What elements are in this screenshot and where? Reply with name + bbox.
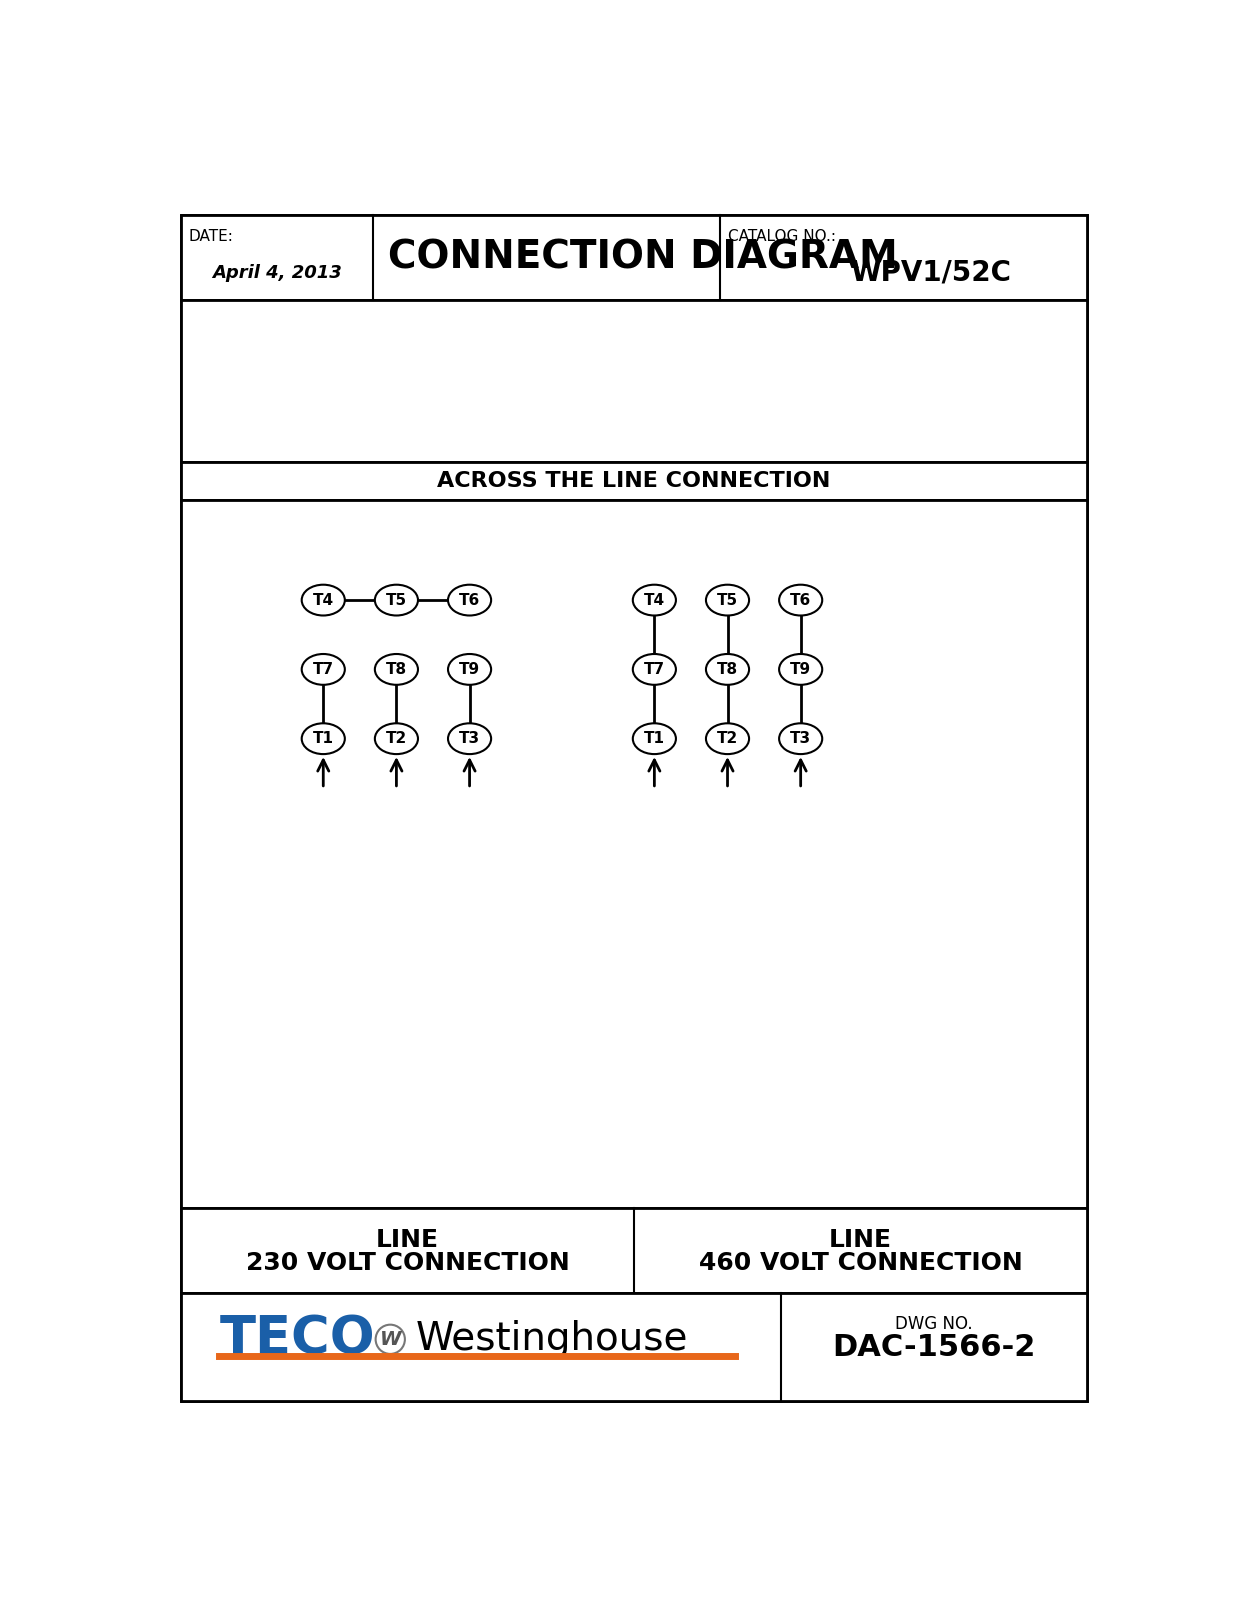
Text: DATE:: DATE:	[188, 229, 234, 243]
Text: T4: T4	[643, 592, 666, 608]
FancyBboxPatch shape	[181, 461, 1087, 499]
Text: T2: T2	[717, 731, 738, 746]
FancyBboxPatch shape	[181, 214, 1087, 1402]
Text: T7: T7	[643, 662, 666, 677]
Text: T8: T8	[717, 662, 738, 677]
Ellipse shape	[706, 723, 750, 754]
Ellipse shape	[779, 654, 823, 685]
Text: T1: T1	[644, 731, 664, 746]
Ellipse shape	[633, 584, 675, 616]
Text: CATALOG NO.:: CATALOG NO.:	[727, 229, 835, 243]
Text: T9: T9	[459, 662, 480, 677]
Ellipse shape	[633, 723, 675, 754]
Text: T3: T3	[790, 731, 811, 746]
Text: T9: T9	[790, 662, 811, 677]
Text: T6: T6	[459, 592, 480, 608]
Ellipse shape	[706, 654, 750, 685]
FancyBboxPatch shape	[181, 1208, 1087, 1293]
Text: T7: T7	[313, 662, 334, 677]
Ellipse shape	[448, 723, 491, 754]
Ellipse shape	[633, 654, 675, 685]
Text: 230 VOLT CONNECTION: 230 VOLT CONNECTION	[245, 1251, 569, 1275]
Text: WPV1/52C: WPV1/52C	[850, 259, 1011, 286]
FancyBboxPatch shape	[181, 1293, 1087, 1402]
Text: T2: T2	[386, 731, 407, 746]
Ellipse shape	[448, 654, 491, 685]
Text: LINE: LINE	[376, 1227, 439, 1251]
Text: ACROSS THE LINE CONNECTION: ACROSS THE LINE CONNECTION	[437, 470, 831, 491]
Text: CONNECTION DIAGRAM: CONNECTION DIAGRAM	[388, 238, 898, 277]
FancyBboxPatch shape	[181, 499, 1087, 1208]
Text: T8: T8	[386, 662, 407, 677]
Text: DAC-1566-2: DAC-1566-2	[833, 1333, 1035, 1362]
Ellipse shape	[302, 584, 345, 616]
Text: T4: T4	[313, 592, 334, 608]
Text: LINE: LINE	[829, 1227, 892, 1251]
Text: T5: T5	[386, 592, 407, 608]
Ellipse shape	[448, 584, 491, 616]
Text: W: W	[380, 1330, 401, 1349]
Text: T5: T5	[717, 592, 738, 608]
FancyBboxPatch shape	[181, 299, 1087, 461]
Text: 460 VOLT CONNECTION: 460 VOLT CONNECTION	[699, 1251, 1023, 1275]
Circle shape	[376, 1325, 404, 1354]
Text: T6: T6	[790, 592, 811, 608]
Ellipse shape	[302, 654, 345, 685]
Text: T3: T3	[459, 731, 480, 746]
FancyBboxPatch shape	[181, 214, 1087, 299]
Ellipse shape	[375, 584, 418, 616]
Text: TECO: TECO	[219, 1314, 375, 1365]
Text: Westinghouse: Westinghouse	[416, 1320, 688, 1358]
Ellipse shape	[706, 584, 750, 616]
Ellipse shape	[302, 723, 345, 754]
Text: April 4, 2013: April 4, 2013	[213, 264, 341, 282]
Text: T1: T1	[313, 731, 334, 746]
Ellipse shape	[375, 654, 418, 685]
Ellipse shape	[779, 584, 823, 616]
Ellipse shape	[375, 723, 418, 754]
Text: DWG NO.: DWG NO.	[896, 1315, 974, 1333]
Ellipse shape	[779, 723, 823, 754]
